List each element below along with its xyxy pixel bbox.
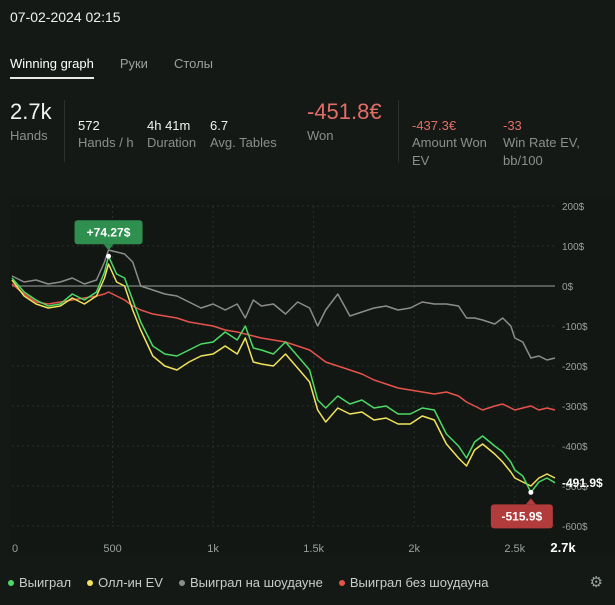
min-badge: [490, 504, 553, 529]
stat-amount-won-ev-label: Amount Won EV: [412, 135, 487, 168]
legend-label-non-showdown: Выиграл без шоудауна: [349, 575, 489, 590]
min-point-marker: [528, 489, 534, 495]
stat-duration-label: Duration: [147, 135, 197, 150]
legend-item-non-showdown[interactable]: Выиграл без шоудауна: [338, 575, 489, 590]
stat-avg-tables-value: 6.7: [210, 118, 229, 133]
max-badge: [74, 220, 143, 245]
x-tick-label: 500: [103, 543, 121, 555]
winning-graph-chart[interactable]: 200$ 100$ 0$ -100$ -200$ -300$ -400$ -500$ -600$…: [9, 196, 615, 556]
y-tick-label: 0$: [562, 282, 574, 293]
min-annotation: -515.9$: [490, 498, 553, 529]
stat-hands: 2.7k Hands: [10, 100, 52, 145]
stat-hands-per-hour-label: Hands / h: [78, 135, 134, 150]
y-tick-label: -200$: [562, 362, 588, 373]
stat-win-rate-ev-value: -33: [503, 118, 522, 133]
stat-won-value: -451.8€: [307, 99, 382, 124]
series-line-1: [11, 263, 556, 487]
max-badge-pointer: [103, 244, 114, 251]
x-tick-label: 2k: [408, 543, 420, 555]
x-tick-label: 2.5k: [504, 543, 525, 555]
stat-amount-won-ev-value: -437.3€: [412, 118, 457, 133]
stat-duration: 4h 41m Duration: [147, 118, 196, 152]
y-tick-label: -300$: [562, 402, 588, 413]
dot-icon: [87, 579, 94, 586]
legend-label-showdown: Выиграл на шоудауне: [189, 575, 323, 590]
x-tick-label: 1.5k: [303, 543, 324, 555]
series-line-0: [11, 255, 556, 494]
stat-hands-value: 2.7k: [10, 99, 52, 124]
stat-avg-tables-label: Avg. Tables: [210, 135, 277, 150]
stat-win-rate-ev-label: Win Rate EV, bb/100: [503, 135, 580, 168]
divider: [398, 100, 399, 162]
x-tick-label: 0: [12, 543, 18, 555]
min-badge-pointer: [525, 498, 536, 505]
series-line-3: [11, 283, 556, 411]
stat-win-rate-ev: -33 Win Rate EV, bb/100: [503, 118, 589, 170]
series-line-2: [11, 249, 556, 361]
y-tick-label: 200$: [562, 202, 585, 213]
legend-item-won[interactable]: Выиграл: [8, 575, 71, 590]
y-tick-label: -500$: [562, 482, 588, 493]
stat-won: -451.8€ Won: [307, 100, 382, 145]
end-value-label: -491.9$: [562, 476, 603, 490]
x-tick-label: 1k: [207, 543, 219, 555]
tab-hands[interactable]: Руки: [119, 56, 148, 71]
stat-hands-per-hour-value: 572: [78, 118, 100, 133]
y-tick-label: -400$: [562, 442, 588, 453]
y-tick-label: -600$: [562, 522, 588, 533]
chart-legend: Выиграл Олл-ин EV Выиграл на шоудауне Вы…: [8, 575, 488, 590]
y-tick-label: 100$: [562, 242, 585, 253]
legend-item-showdown[interactable]: Выиграл на шоудауне: [178, 575, 323, 590]
dot-icon: [8, 579, 14, 586]
stat-hands-label: Hands: [10, 128, 48, 143]
stat-avg-tables: 6.7 Avg. Tables: [210, 118, 277, 152]
stat-hands-per-hour: 572 Hands / h: [78, 118, 134, 152]
legend-item-allin-ev[interactable]: Олл-ин EV: [87, 575, 163, 590]
max-annotation-label: +74.27$: [87, 225, 131, 239]
y-tick-label: -100$: [562, 322, 588, 333]
legend-label-won: Выиграл: [19, 575, 72, 590]
max-annotation: +74.27$: [74, 220, 143, 251]
dot-icon: [178, 579, 185, 586]
x-tick-label: 2.7k: [550, 540, 576, 555]
tab-bar: Winning graph Руки Столы: [10, 56, 213, 79]
stat-duration-value: 4h 41m: [147, 118, 191, 133]
min-annotation-label: -515.9$: [502, 509, 543, 523]
divider: [64, 100, 65, 162]
chart-background: [9, 196, 615, 556]
legend-label-allin-ev: Олл-ин EV: [98, 575, 163, 590]
gear-icon[interactable]: ⚙: [589, 574, 603, 591]
stat-won-label: Won: [307, 128, 334, 143]
stat-amount-won-ev: -437.3€ Amount Won EV: [412, 118, 496, 170]
stats-panel: 2.7k Hands 572 Hands / h 4h 41m Duration…: [0, 100, 615, 180]
max-point-marker: [106, 253, 112, 259]
dot-icon: [338, 579, 345, 586]
session-date: 07-02-2024 02:15: [10, 9, 121, 25]
tab-winning-graph[interactable]: Winning graph: [10, 56, 94, 79]
tab-tables[interactable]: Столы: [173, 56, 214, 71]
